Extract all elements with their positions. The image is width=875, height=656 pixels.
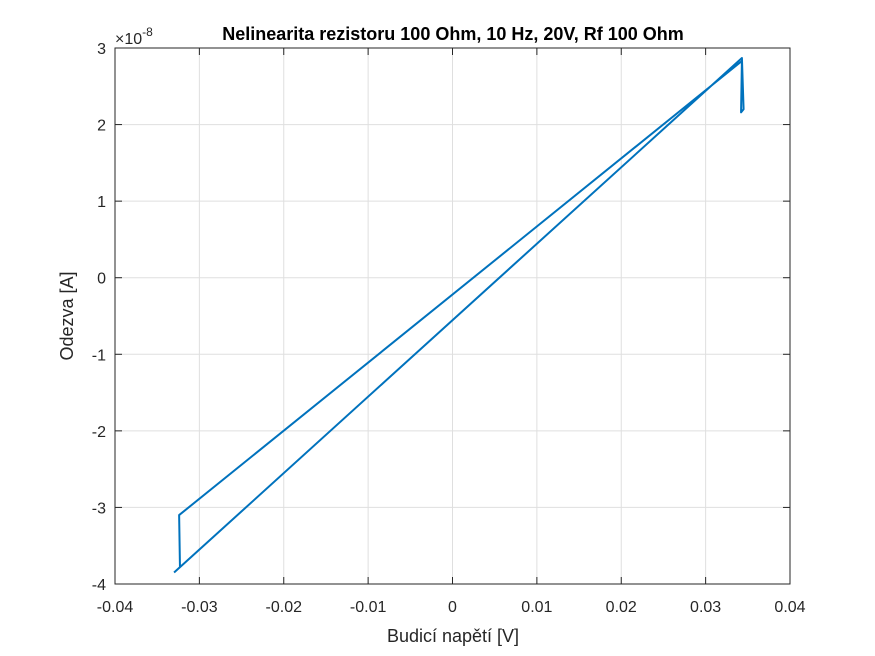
y-tick-label: 0 (97, 271, 106, 288)
y-exponent: ×10-8 (115, 25, 153, 48)
series-group (173, 56, 745, 574)
x-axis-label: Budicí napětí [V] (387, 626, 519, 646)
x-tick-label: 0.03 (690, 599, 721, 616)
y-tick-label: -2 (92, 424, 106, 441)
y-tick-labels: -4 -3 -2 -1 0 1 2 3 (92, 41, 106, 594)
y-tick-label: 3 (97, 41, 106, 58)
x-tick-labels: -0.04 -0.03 -0.02 -0.01 0 0.01 0.02 0.03 0.04 (97, 599, 806, 616)
tick-marks (114, 47, 791, 585)
x-tick-label: -0.03 (181, 599, 218, 616)
x-tick-label: 0.04 (774, 599, 805, 616)
y-exponent-base: ×10 (115, 31, 142, 48)
x-tick-label: -0.02 (266, 599, 303, 616)
y-tick-label: 2 (97, 118, 106, 135)
x-tick-label: 0.02 (606, 599, 637, 616)
y-axis-label: Odezva [A] (57, 271, 77, 360)
x-tick-label: -0.01 (350, 599, 387, 616)
chart-title: Nelinearita rezistoru 100 Ohm, 10 Hz, 20… (222, 24, 684, 44)
y-tick-label: -4 (92, 577, 106, 594)
y-tick-label: -1 (92, 347, 106, 364)
y-tick-label: -3 (92, 500, 106, 517)
x-tick-label: -0.04 (97, 599, 134, 616)
x-tick-label: 0 (448, 599, 457, 616)
x-tick-label: 0.01 (521, 599, 552, 616)
y-exponent-power: -8 (142, 25, 153, 39)
series-line (173, 56, 745, 574)
y-tick-label: 1 (97, 194, 106, 211)
